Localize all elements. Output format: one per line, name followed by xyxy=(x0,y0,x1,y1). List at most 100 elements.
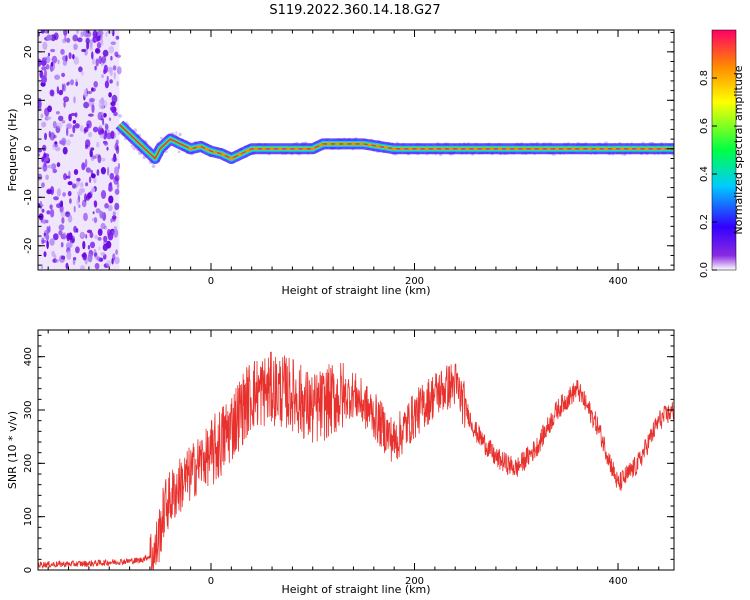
noise-blob xyxy=(109,172,115,180)
ridge-peak xyxy=(555,147,559,151)
noise-blob xyxy=(46,34,53,41)
noise-blob xyxy=(55,111,60,115)
noise-blob xyxy=(101,56,107,64)
noise-blob xyxy=(108,45,115,54)
colorbar-ticks: 0.0 0.2 0.4 0.6 0.8 xyxy=(699,70,717,278)
noise-blob xyxy=(40,30,45,34)
snr-plot-area xyxy=(38,330,674,570)
y-tick-label: 100 xyxy=(23,507,34,526)
noise-blob xyxy=(67,181,73,186)
spectrogram-y-label: Frequency (Hz) xyxy=(6,109,19,192)
noise-blob xyxy=(103,64,108,74)
ridge-peak xyxy=(660,147,665,151)
noise-blob xyxy=(96,35,101,42)
noise-blob xyxy=(111,157,118,162)
noise-blob xyxy=(98,101,105,110)
noise-blob xyxy=(93,200,98,208)
noise-blob xyxy=(50,208,55,218)
ridge-peak xyxy=(587,147,592,151)
noise-blob xyxy=(85,139,91,148)
noise-blob xyxy=(41,208,45,213)
noise-blob xyxy=(86,123,90,128)
noise-blob xyxy=(72,124,76,134)
noise-blob xyxy=(76,177,81,182)
noise-blob xyxy=(97,237,102,241)
noise-blob xyxy=(92,126,99,133)
noise-blob xyxy=(111,215,117,220)
ridge-peak xyxy=(302,147,307,151)
colorbar-gradient xyxy=(711,29,737,271)
ridge-peak xyxy=(245,149,250,152)
noise-blob xyxy=(100,167,106,175)
spectrogram-x-label: Height of straight line (km) xyxy=(281,284,430,297)
halo-speckle xyxy=(160,136,163,140)
ridge-peak xyxy=(188,147,193,151)
noise-blob xyxy=(83,101,89,109)
spectral-ridge xyxy=(114,114,674,169)
noise-blob xyxy=(92,57,95,65)
noise-blob xyxy=(85,37,90,45)
noise-blob xyxy=(101,74,105,79)
noise-blob xyxy=(83,126,89,133)
noise-blob xyxy=(81,48,87,53)
snr-series-line xyxy=(38,351,674,570)
noise-blob xyxy=(73,169,79,175)
noise-blob xyxy=(60,241,64,248)
noise-blob xyxy=(41,75,47,84)
noise-blob xyxy=(63,30,68,36)
ridge-peak xyxy=(375,144,380,148)
noise-blob xyxy=(70,79,74,86)
noise-blob xyxy=(42,144,47,152)
noise-blob xyxy=(103,141,109,146)
ridge-peak xyxy=(359,142,364,146)
noise-blob xyxy=(66,127,69,136)
noise-blob xyxy=(84,193,87,203)
ridge-peak xyxy=(253,147,258,151)
noise-blob xyxy=(108,185,113,192)
noise-blob xyxy=(100,35,103,45)
y-tick-label: -10 xyxy=(23,189,34,205)
noise-blob xyxy=(110,41,117,45)
ridge-peak xyxy=(652,147,657,151)
ridge-peak xyxy=(286,147,291,151)
ridge-peak xyxy=(424,147,429,151)
noise-blob xyxy=(89,241,96,249)
noise-blob xyxy=(45,116,52,120)
noise-blob xyxy=(80,231,84,238)
noise-blob xyxy=(73,205,76,213)
noise-blob xyxy=(113,226,118,230)
noise-blob xyxy=(68,113,72,122)
chart-title: S119.2022.360.14.18.G27 xyxy=(269,3,440,18)
noise-blob xyxy=(78,66,83,73)
noise-blob xyxy=(50,48,56,53)
ridge-peak xyxy=(489,147,494,151)
ridge-peak xyxy=(318,143,323,147)
ridge-peak xyxy=(432,147,437,151)
noise-blob xyxy=(95,208,101,214)
y-tick-label: 0 xyxy=(23,567,34,573)
noise-blob xyxy=(112,211,116,217)
y-tick-label: 400 xyxy=(23,347,34,366)
noise-blob xyxy=(67,190,72,197)
ridge-peak xyxy=(612,147,616,151)
ridge-peak xyxy=(310,147,315,151)
noise-blob xyxy=(87,192,92,199)
noise-blob xyxy=(88,113,94,117)
noise-blob xyxy=(98,125,103,131)
noise-blob xyxy=(100,252,106,256)
snr-frame xyxy=(37,329,675,571)
noise-blob xyxy=(68,52,72,60)
ridge-peak xyxy=(392,147,397,151)
noise-blob xyxy=(54,141,58,145)
halo-speckle xyxy=(151,164,156,169)
noise-blob xyxy=(97,228,103,236)
noise-blob xyxy=(108,92,112,98)
halo-speckle xyxy=(130,144,134,148)
halo-speckle xyxy=(164,151,167,153)
halo-speckle xyxy=(118,114,122,118)
ridge-peak xyxy=(221,153,226,156)
noise-blob xyxy=(68,170,71,180)
noise-blob xyxy=(56,122,63,129)
noise-blob xyxy=(58,89,64,96)
noise-blob xyxy=(66,123,72,129)
